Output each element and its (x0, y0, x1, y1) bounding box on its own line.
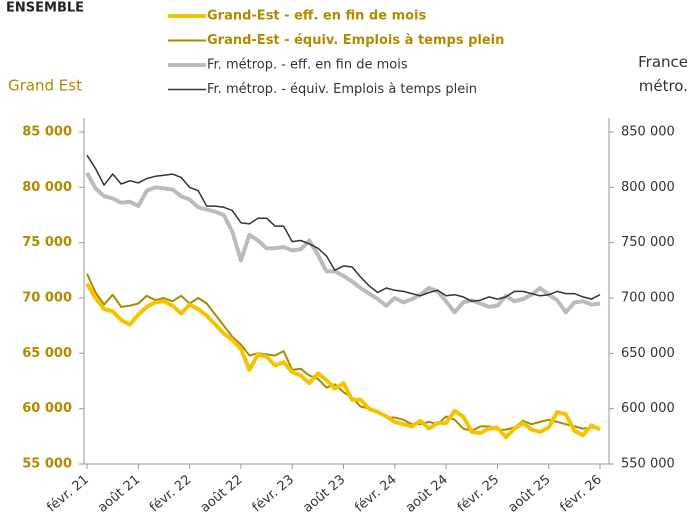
chart-title: ENSEMBLE (6, 1, 84, 16)
y2-tick-label: 600 000 (621, 401, 675, 416)
x-tick-label: août 24 (403, 472, 451, 516)
x-tick-label: févr. 24 (352, 472, 399, 515)
series-line (85, 171, 601, 315)
y2-tick-label: 850 000 (621, 125, 675, 140)
y2-axis-title: France métro. (638, 53, 688, 95)
y-tick-label: 75 000 (22, 235, 72, 250)
y-tick-label: 85 000 (22, 125, 72, 140)
x-tick-label: août 25 (506, 472, 554, 516)
y2-tick-label: 750 000 (621, 235, 675, 250)
y2-tick-label: 800 000 (621, 180, 675, 195)
x-tick-label: févr. 23 (250, 472, 297, 515)
y2-tick-label: 650 000 (621, 346, 675, 361)
y-axis-title: Grand Est (8, 77, 82, 95)
x-tick-label: août 21 (95, 472, 143, 516)
y-tick-label: 65 000 (22, 346, 72, 361)
series-line (85, 282, 601, 440)
y-tick-label: 55 000 (22, 457, 72, 472)
series-line (86, 154, 601, 303)
y-tick-label: 80 000 (22, 180, 72, 195)
x-tick-label: févr. 22 (147, 472, 194, 515)
y2-tick-label: 700 000 (621, 291, 675, 306)
legend-label: Fr. métrop. - eff. en fin de mois (207, 58, 408, 73)
y-tick-label: 70 000 (22, 291, 72, 306)
x-tick-label: août 22 (198, 472, 246, 516)
x-tick-label: févr. 25 (455, 472, 502, 515)
y2-tick-label: 550 000 (621, 457, 675, 472)
x-tick-label: août 23 (300, 472, 348, 516)
y-tick-label: 60 000 (22, 401, 72, 416)
legend-label: Grand-Est - équiv. Emplois à temps plein (207, 33, 504, 48)
legend-label: Grand-Est - eff. en fin de mois (207, 9, 426, 24)
x-tick-label: févr. 21 (44, 472, 91, 515)
legend-label: Fr. métrop. - équiv. Emplois à temps ple… (207, 82, 477, 97)
x-tick-label: févr. 26 (557, 472, 604, 515)
